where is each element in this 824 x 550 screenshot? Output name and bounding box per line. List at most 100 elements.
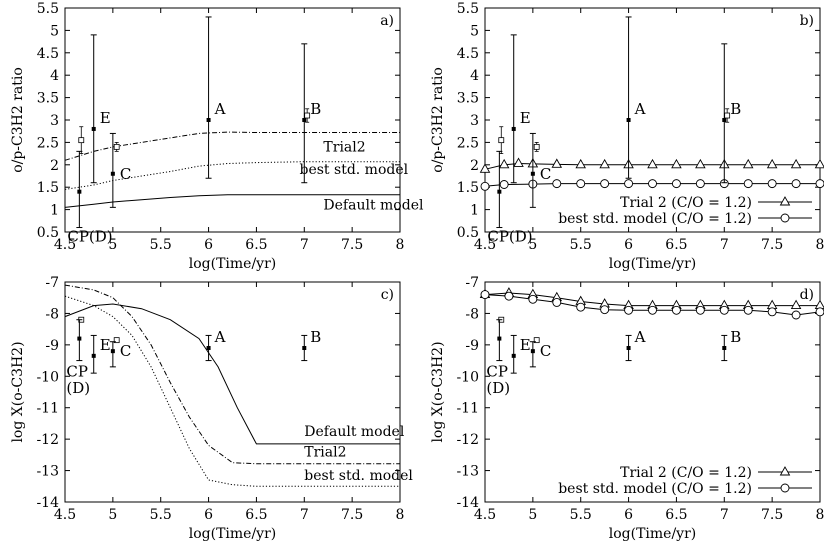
observation-label: B bbox=[730, 100, 741, 118]
open-square-marker bbox=[113, 143, 120, 150]
curve-annotation: Default model bbox=[304, 424, 405, 440]
observation-point bbox=[77, 336, 82, 341]
observation-point bbox=[77, 189, 82, 194]
y-tick-label: -12 bbox=[456, 432, 479, 448]
observation-label: CP(D) bbox=[66, 363, 90, 398]
x-tick-label: 4.5 bbox=[474, 237, 496, 253]
y-tick-label: 1 bbox=[470, 203, 479, 219]
observation-point bbox=[722, 118, 727, 122]
x-axis-label: log(Time/yr) bbox=[609, 256, 697, 272]
legend-label: best std. model (C/O = 1.2) bbox=[558, 481, 752, 497]
series-marker-circle bbox=[815, 179, 824, 189]
series-marker-circle bbox=[791, 310, 801, 320]
y-axis-label: log X(o-C3H2) bbox=[10, 341, 26, 442]
series-marker-circle bbox=[552, 179, 562, 189]
series-marker-triangle bbox=[766, 158, 778, 169]
observation-point bbox=[530, 171, 535, 176]
series-line-1 bbox=[484, 162, 820, 170]
legend: Trial 2 (C/O = 1.2)best std. model (C/O … bbox=[558, 195, 812, 227]
x-tick-label: 5 bbox=[528, 507, 537, 523]
series-marker-triangle bbox=[790, 158, 802, 169]
series-marker-circle bbox=[791, 179, 801, 189]
observation-label: C bbox=[120, 165, 131, 183]
y-tick-label: -13 bbox=[36, 464, 59, 480]
x-tick-label: 6.5 bbox=[245, 237, 267, 253]
series-marker-triangle bbox=[498, 158, 510, 169]
observation-label: E bbox=[100, 336, 111, 354]
y-axis-label: log X(o-C3H2) bbox=[430, 341, 446, 442]
series-marker-circle bbox=[648, 179, 657, 189]
observation-label: CP(D) bbox=[486, 363, 510, 398]
chart-panel-1: 4.5 5 5.5 6 6.5 7 7.5 8 0.5 1 1.5 2 2.5 3 3.5 4 4.5 5 5.5 l… bbox=[10, 1, 424, 272]
observation-point bbox=[302, 118, 307, 122]
series-marker-circle bbox=[600, 179, 610, 189]
open-square-marker bbox=[724, 112, 731, 119]
legend-marker-triangle bbox=[779, 466, 791, 476]
x-tick-label: 6 bbox=[624, 237, 633, 253]
observation-point bbox=[722, 346, 727, 350]
plot-frame bbox=[64, 281, 401, 503]
series-marker-circle bbox=[767, 179, 777, 189]
series-marker-triangle bbox=[647, 158, 658, 169]
curve-annotation: Default model bbox=[323, 198, 424, 214]
series-marker-circle bbox=[624, 305, 634, 315]
x-tick-label: 5.5 bbox=[570, 507, 592, 523]
x-tick-label: 8 bbox=[396, 507, 405, 523]
panel-label: b) bbox=[800, 13, 814, 29]
open-square-marker bbox=[498, 137, 505, 144]
x-tick-label: 7.5 bbox=[761, 237, 783, 253]
observation-point bbox=[511, 353, 516, 358]
y-tick-label: -14 bbox=[456, 495, 479, 511]
panel-label: d) bbox=[800, 287, 814, 303]
y-tick-label: 2 bbox=[50, 158, 59, 174]
observation-point bbox=[626, 118, 631, 122]
legend-label: Trial 2 (C/O = 1.2) bbox=[620, 195, 752, 211]
y-tick-label: 4 bbox=[50, 68, 59, 84]
x-tick-label: 4.5 bbox=[54, 507, 76, 523]
series-line-2 bbox=[64, 161, 400, 190]
observation-label: C bbox=[540, 165, 551, 183]
series-marker-circle bbox=[671, 179, 681, 189]
series-marker-circle bbox=[743, 305, 753, 315]
series-marker-triangle bbox=[742, 158, 754, 169]
open-square-marker bbox=[533, 337, 540, 344]
observation-point bbox=[206, 118, 211, 122]
x-tick-label: 4.5 bbox=[54, 237, 76, 253]
observation-label: C bbox=[540, 342, 551, 360]
y-tick-label: 4.5 bbox=[457, 46, 479, 62]
y-axis-label: o/p-C3H2 ratio bbox=[10, 67, 26, 173]
open-square-marker bbox=[113, 337, 120, 344]
x-tick-label: 8 bbox=[396, 237, 405, 253]
legend-label: best std. model (C/O = 1.2) bbox=[558, 211, 752, 227]
series-marker-triangle bbox=[814, 158, 824, 169]
series-marker-triangle bbox=[790, 299, 802, 310]
x-tick-label: 6 bbox=[624, 507, 633, 523]
series-marker-triangle bbox=[599, 158, 610, 169]
y-tick-label: 2.5 bbox=[37, 135, 59, 151]
y-tick-label: 2.5 bbox=[457, 135, 479, 151]
y-tick-label: -9 bbox=[45, 338, 59, 354]
series-marker-triangle bbox=[479, 163, 491, 173]
x-tick-label: 7 bbox=[300, 237, 309, 253]
y-tick-label: 1.5 bbox=[457, 180, 479, 196]
y-tick-label: 0.5 bbox=[37, 225, 59, 241]
open-square-marker bbox=[533, 143, 540, 150]
x-tick-label: 7 bbox=[720, 237, 729, 253]
series-marker-triangle bbox=[814, 299, 824, 310]
series-marker-triangle bbox=[695, 158, 706, 169]
chart-panel-4: 4.5 5 5.5 6 6.5 7 7.5 8 -14 -13 -12 -11 -10 -9 -8 -7 log… bbox=[430, 275, 824, 542]
series-line-3 bbox=[64, 194, 400, 208]
x-tick-label: 5 bbox=[528, 237, 537, 253]
observation-label: B bbox=[310, 328, 321, 346]
observation-label: A bbox=[214, 100, 226, 118]
y-tick-label: -14 bbox=[36, 495, 59, 511]
x-axis-label: log(Time/yr) bbox=[189, 256, 277, 272]
series-marker-circle bbox=[600, 305, 610, 315]
y-tick-label: 1.5 bbox=[37, 180, 59, 196]
x-tick-label: 6.5 bbox=[665, 507, 687, 523]
y-tick-label: -11 bbox=[36, 401, 59, 417]
series-line-1 bbox=[64, 303, 400, 445]
series-marker-circle bbox=[671, 305, 681, 315]
y-tick-label: 2 bbox=[470, 158, 479, 174]
